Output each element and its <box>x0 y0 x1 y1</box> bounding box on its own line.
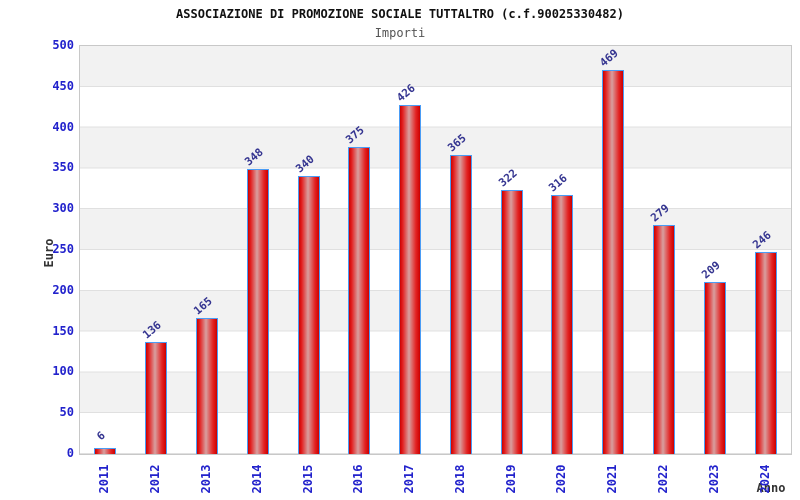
x-tick-label: 2020 <box>554 464 569 494</box>
y-tick-label: 150 <box>52 323 74 338</box>
bar-2022 <box>653 225 676 454</box>
x-tick-label: 2019 <box>503 464 518 494</box>
y-tick-label: 300 <box>52 201 74 216</box>
y-tick-label: 500 <box>52 38 74 52</box>
x-tick-label: 2015 <box>300 464 315 494</box>
bar-2019 <box>500 190 523 454</box>
y-tick-label: 400 <box>52 119 74 134</box>
bar-2018 <box>449 155 472 454</box>
x-tick-label: 2018 <box>452 464 467 494</box>
x-tick-label: 2024 <box>757 464 772 494</box>
bar-2012 <box>145 342 168 454</box>
y-tick-label: 250 <box>52 242 74 256</box>
bar-2016 <box>348 147 371 454</box>
x-tick-label: 2014 <box>249 464 264 494</box>
chart-subtitle: Importi <box>374 26 426 40</box>
x-tick-label: 2021 <box>605 464 620 494</box>
x-axis-label: Anno <box>756 481 786 495</box>
x-tick-label: 2023 <box>706 464 721 494</box>
bar-2014 <box>246 169 269 454</box>
y-tick-label: 350 <box>52 160 74 175</box>
y-tick-label: 100 <box>52 364 74 379</box>
y-tick-label: 50 <box>59 405 74 420</box>
y-tick-label: 0 <box>66 446 74 460</box>
x-tick-label: 2017 <box>402 464 417 494</box>
x-tick-label: 2011 <box>97 464 112 494</box>
bar-2023 <box>703 282 726 454</box>
bar-2021 <box>602 70 625 454</box>
bar-2017 <box>399 105 422 454</box>
bar-2015 <box>297 175 320 454</box>
chart-title: ASSOCIAZIONE DI PROMOZIONE SOCIALE TUTTA… <box>176 7 624 21</box>
bar-2020 <box>551 195 574 454</box>
bar-2011 <box>94 448 117 454</box>
y-tick-label: 200 <box>52 282 74 297</box>
x-tick-label: 2022 <box>656 464 671 494</box>
x-tick-label: 2016 <box>351 464 366 494</box>
y-tick-label: 450 <box>52 78 74 93</box>
plot-area <box>79 45 792 455</box>
x-tick-label: 2012 <box>148 464 163 494</box>
bar-2013 <box>195 318 218 454</box>
bar-2024 <box>754 252 777 454</box>
x-tick-label: 2013 <box>198 464 213 494</box>
